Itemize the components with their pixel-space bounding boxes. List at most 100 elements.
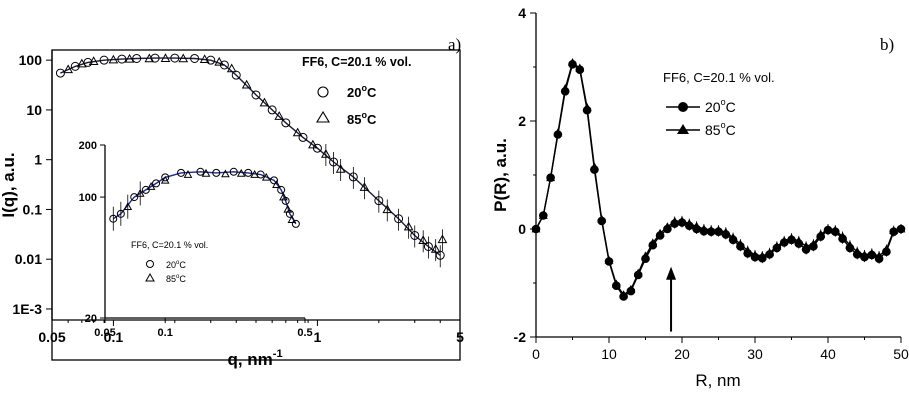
x-tick-label: 10 xyxy=(601,346,617,362)
inset-data-point-20c xyxy=(196,167,205,176)
data-point-85c xyxy=(597,214,607,223)
data-point-85c xyxy=(633,268,643,277)
inset-data-point-85c xyxy=(123,202,133,210)
data-point-85c xyxy=(199,54,210,64)
data-point-85c xyxy=(765,248,775,257)
data-point-85c xyxy=(76,58,87,68)
data-point-85c xyxy=(823,224,833,233)
data-point-85c xyxy=(648,238,658,247)
panel-b-y-axis-label: P(R), a.u. xyxy=(491,138,510,212)
data-point-20c xyxy=(267,105,277,115)
data-point-85c xyxy=(582,102,592,111)
data-point-85c xyxy=(867,248,877,257)
data-point-85c xyxy=(403,221,414,231)
inset-fit-curve xyxy=(112,171,297,225)
x-tick-label: 0.1 xyxy=(104,329,124,345)
inset-data-point-85c xyxy=(287,215,297,224)
data-point-85c xyxy=(214,56,225,66)
data-point-85c xyxy=(321,148,331,158)
data-point-85c xyxy=(575,63,585,72)
panel-b-x-axis-label: R, nm xyxy=(695,371,740,390)
data-point-85c xyxy=(335,163,346,173)
inset-data-point-20c xyxy=(229,167,238,176)
data-point-85c xyxy=(144,53,155,63)
y-tick-label: 1E-3 xyxy=(12,301,42,317)
data-point-20c xyxy=(231,70,241,80)
inset-data-point-85c xyxy=(236,168,246,177)
x-tick-label: 1 xyxy=(314,329,322,345)
data-point-85c xyxy=(259,97,270,107)
data-point-85c xyxy=(178,53,189,63)
data-point-85c xyxy=(274,111,285,120)
data-point-20c xyxy=(170,53,180,63)
inset-data-point-85c xyxy=(283,204,293,213)
panel-a-legend: FF6, C=20.1 % vol. 20oC 85oC xyxy=(302,55,411,127)
arrow-head xyxy=(666,266,677,280)
data-point-20c xyxy=(348,172,358,182)
data-point-20c xyxy=(281,118,291,128)
data-point-20c xyxy=(251,90,261,100)
panel-a-inset-chart: 0.05 0.1 0.5 200 100 20 FF6, C=20.1 % vol. 20… xyxy=(79,140,313,339)
data-point-85c xyxy=(881,244,891,253)
inset-data-point-20c xyxy=(116,209,125,218)
inset-data-point-85c xyxy=(250,170,259,178)
inset-data-point-20c xyxy=(177,168,186,177)
data-point-85c xyxy=(808,239,818,248)
data-point-85c xyxy=(538,210,548,219)
data-point-85c xyxy=(641,251,650,260)
inset-data-point-85c xyxy=(183,170,193,178)
data-point-85c xyxy=(619,290,629,299)
data-point-85c xyxy=(560,83,570,92)
data-point-85c xyxy=(779,236,789,245)
y-tick-label: 1 xyxy=(34,152,42,168)
inset-data-point-20c xyxy=(130,193,139,202)
panel-a-x-axis-label: q, nm-1 xyxy=(227,348,282,369)
panel-b-legend-entry-85c: 85oC xyxy=(705,120,736,138)
inset-x-tick-label: 0.1 xyxy=(158,327,173,339)
data-point-85c xyxy=(728,233,738,242)
data-point-85c xyxy=(226,63,237,73)
data-point-20c xyxy=(423,241,433,251)
data-point-85c xyxy=(830,225,840,234)
inset-legend-entry-85c: 85oC xyxy=(166,274,186,284)
inset-data-point-20c xyxy=(277,185,286,194)
legend-filled-circle-marker xyxy=(678,102,688,112)
data-point-85c xyxy=(721,227,731,236)
x-tick-label: 30 xyxy=(747,346,763,362)
data-point-85c xyxy=(430,244,441,253)
data-point-85c xyxy=(308,139,318,149)
data-point-85c xyxy=(160,53,171,62)
series-line-85c xyxy=(535,61,902,296)
data-point-85c xyxy=(772,241,782,250)
data-point-85c xyxy=(735,239,745,248)
data-point-85c xyxy=(874,251,884,260)
inset-data-point-20c xyxy=(212,168,221,177)
data-point-85c xyxy=(611,279,621,288)
y-tick-label: 2 xyxy=(518,113,526,129)
data-point-85c xyxy=(896,224,906,233)
x-tick-label: 50 xyxy=(893,346,909,362)
data-point-85c xyxy=(692,221,702,230)
data-point-20c xyxy=(190,53,200,63)
data-point-85c xyxy=(568,58,577,67)
data-point-85c xyxy=(88,56,99,65)
data-point-85c xyxy=(801,241,811,250)
data-point-85c xyxy=(889,225,899,234)
inset-data-point-20c xyxy=(244,168,253,177)
legend-circle-marker xyxy=(146,260,154,268)
data-point-85c xyxy=(63,64,74,74)
inset-data-point-85c xyxy=(201,168,211,177)
inset-data-point-85c xyxy=(279,192,288,201)
data-point-20c xyxy=(99,55,109,65)
inset-data-point-85c xyxy=(135,188,145,197)
data-point-85c xyxy=(699,224,709,233)
data-point-85c xyxy=(662,222,672,231)
data-point-85c xyxy=(860,250,869,259)
data-point-85c xyxy=(845,240,855,249)
y-tick-label: 10 xyxy=(26,102,42,118)
panel-b-legend-title: FF6, C=20.1 % vol. xyxy=(663,70,775,85)
inset-data-point-85c xyxy=(160,175,170,184)
data-point-85c xyxy=(553,128,563,137)
data-point-85c xyxy=(531,224,541,233)
